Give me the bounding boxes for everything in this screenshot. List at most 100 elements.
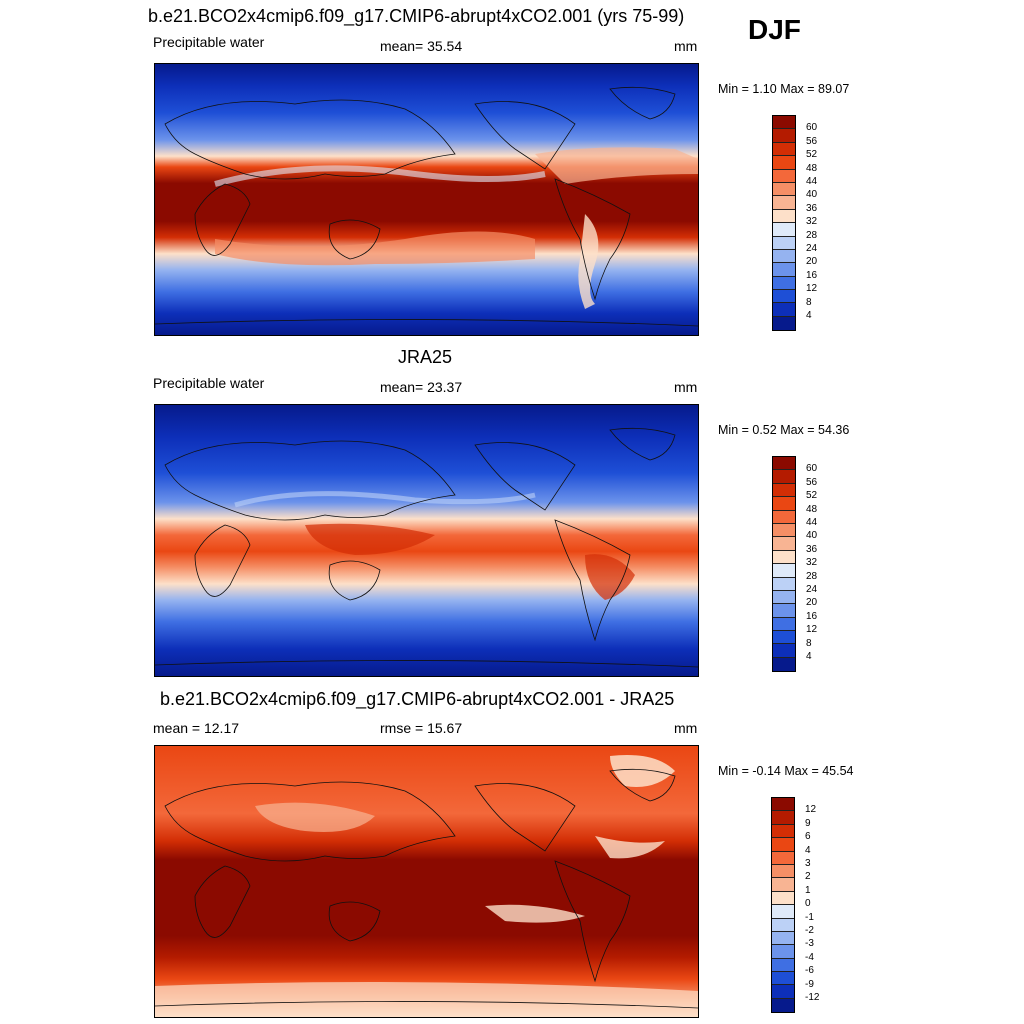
colorbar-swatch [773,457,795,471]
panel-2-minmax: Min = 0.52 Max = 54.36 [718,423,850,437]
colorbar-tick-label: -3 [805,938,814,950]
colorbar-swatch [773,537,795,551]
colorbar-swatch [772,838,794,852]
panel-2-map [154,404,699,677]
colorbar-swatch [773,470,795,484]
colorbar-swatch [773,142,795,157]
colorbar-swatch [772,958,794,973]
panel-2-units-label: mm [674,379,698,395]
colorbar-tick-label: 1 [805,884,811,896]
colorbar-swatch [772,998,794,1013]
colorbar-swatch [773,303,795,317]
colorbar-swatch [773,497,795,511]
colorbar-tick-label: 52 [806,490,818,502]
colorbar-tick-label: -12 [805,992,820,1003]
panel-2-field [155,405,698,676]
colorbar-swatch [773,590,795,605]
colorbar-swatch [772,811,794,825]
colorbar-tick-label: 3 [805,858,811,869]
colorbar-swatch [773,510,795,524]
panel-3-title: b.e21.BCO2x4cmip6.f09_g17.CMIP6-abrupt4x… [160,689,675,709]
panel-3-coastlines [155,768,698,1009]
colorbar-tick-label: 44 [806,517,818,528]
colorbar-swatch [772,931,794,946]
season-label: DJF [748,14,801,45]
colorbar-tick-label: 28 [806,229,818,241]
colorbar-tick-label: 32 [806,557,818,569]
colorbar-tick-label: 2 [805,871,811,883]
colorbar-swatch [772,798,794,812]
panel-1-coastlines [155,86,698,327]
colorbar-tick-label: 44 [806,176,818,187]
colorbar-tick-label: 48 [806,503,818,515]
panel-3-field [155,746,698,1017]
colorbar-swatch [773,169,795,183]
panel-3-minmax: Min = -0.14 Max = 45.54 [718,764,854,778]
colorbar-tick-label: 20 [806,256,818,268]
panel-2-coastlines [155,427,698,668]
colorbar-tick-label: 60 [806,122,818,134]
colorbar-swatch [773,196,795,210]
colorbar-tick-label: 6 [805,831,811,843]
panel-2-title: JRA25 [398,347,453,367]
colorbar-swatch [773,523,795,538]
colorbar-tick-label: 12 [806,624,818,636]
colorbar-swatch [772,864,794,879]
colorbar-swatch [773,483,795,498]
colorbar-swatch [773,657,795,672]
colorbar-swatch [773,290,795,304]
colorbar-tick-label: 60 [806,463,818,475]
colorbar-tick-label: 4 [805,844,811,856]
colorbar-swatch [773,182,795,197]
colorbar-swatch [772,972,794,986]
colorbar-swatch [772,891,794,906]
colorbar-tick-label: 32 [806,216,818,228]
panel-1-variable-label: Precipitable water [153,34,265,50]
colorbar-tick-label: 52 [806,149,818,161]
colorbar-tick-label: 12 [806,283,818,295]
panel-2-mean-label: mean= 23.37 [380,379,463,395]
colorbar-swatch [773,604,795,618]
panel-3-rmse-label: rmse = 15.67 [380,720,463,736]
colorbar-swatch [773,316,795,331]
colorbar-swatch [772,945,794,959]
panel-3-map [154,745,699,1018]
colorbar-swatch [773,577,795,591]
colorbar-swatch [773,223,795,237]
colorbar-tick-label: 48 [806,162,818,174]
colorbar-swatch [773,116,795,130]
panel-1-field [155,64,698,335]
colorbar-swatch [773,209,795,224]
colorbar-swatch [773,236,795,250]
panel-2-colorbar [772,456,796,673]
colorbar-tick-label: -1 [805,911,814,923]
colorbar-tick-label: 40 [806,530,818,542]
panel-1-units-label: mm [674,38,698,54]
colorbar-swatch [773,156,795,170]
colorbar-tick-label: -6 [805,965,814,977]
colorbar-swatch [772,851,794,865]
colorbar-tick-label: 4 [806,651,812,662]
panel-1-map [154,63,699,336]
colorbar-tick-label: 8 [806,637,812,649]
colorbar-tick-label: 8 [806,296,812,308]
panel-3-mean-label: mean = 12.17 [153,720,240,736]
colorbar-tick-label: 12 [805,804,817,816]
colorbar-tick-label: 20 [806,597,818,609]
colorbar-tick-label: -2 [805,925,814,936]
colorbar-tick-label: 56 [806,135,818,147]
colorbar-swatch [772,878,794,892]
colorbar-tick-label: 36 [806,543,818,555]
colorbar-swatch [773,564,795,578]
colorbar-swatch [773,644,795,658]
panel-3-colorbar [771,797,795,1014]
panel-1-minmax: Min = 1.10 Max = 89.07 [718,82,850,96]
colorbar-swatch [772,905,794,919]
panel-2-variable-label: Precipitable water [153,375,265,391]
colorbar-tick-label: 16 [806,269,818,281]
colorbar-tick-label: 24 [806,584,818,595]
panel-1-title: b.e21.BCO2x4cmip6.f09_g17.CMIP6-abrupt4x… [148,6,685,26]
colorbar-tick-label: 16 [806,610,818,622]
colorbar-tick-label: 28 [806,570,818,582]
colorbar-tick-label: -9 [805,978,814,990]
